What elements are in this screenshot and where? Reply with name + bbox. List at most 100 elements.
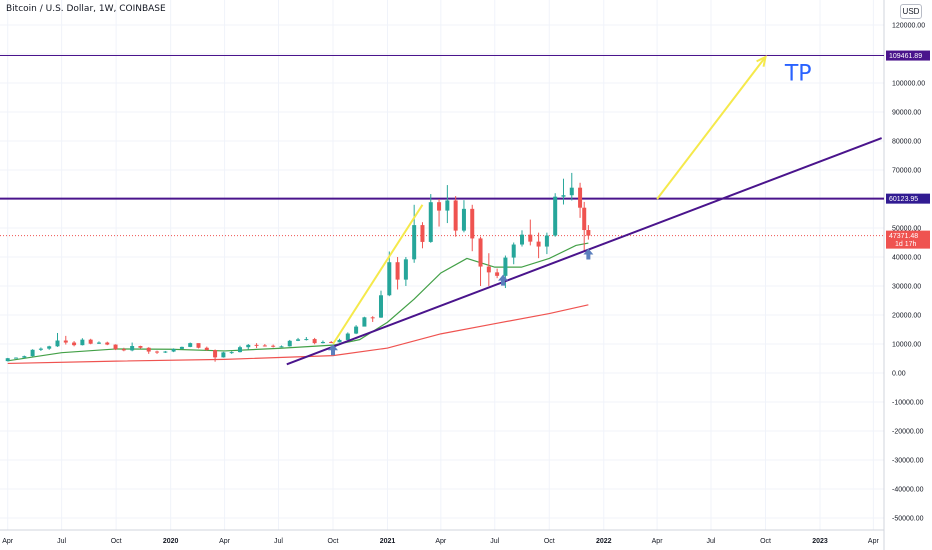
candle-body [403, 259, 408, 280]
candle-body [213, 350, 218, 358]
y-tick-label: 10000.00 [892, 342, 921, 349]
candle-body [470, 208, 475, 239]
candle [478, 236, 483, 286]
y-tick-label: 100000.00 [892, 81, 925, 88]
x-tick-label: 2022 [596, 538, 612, 545]
candle-body [262, 345, 267, 347]
candle [229, 351, 234, 354]
candle [569, 172, 574, 201]
candle-body [179, 346, 184, 349]
candle [246, 344, 251, 350]
candle-body [113, 344, 118, 350]
currency-button[interactable]: USD [900, 4, 922, 19]
candle [262, 344, 267, 347]
candle-body [553, 196, 558, 236]
candle [96, 341, 101, 344]
price-tag-label: 47371.48 [889, 233, 918, 240]
x-tick-label: Jul [707, 538, 716, 545]
candle [511, 242, 516, 265]
candle [5, 357, 10, 362]
projection-arrow-line [332, 204, 424, 345]
candle-body [312, 339, 317, 344]
candle-body [80, 339, 85, 346]
candle-body [246, 344, 251, 348]
candle [337, 338, 342, 343]
candle [296, 337, 301, 342]
candle [362, 316, 367, 327]
candle-body [121, 349, 126, 351]
candle [378, 290, 383, 318]
x-tick-label: Apr [435, 538, 447, 545]
candle [412, 204, 417, 263]
y-tick-label: 70000.00 [892, 168, 921, 175]
candle [420, 222, 425, 249]
candle-body [569, 187, 574, 196]
countdown-label: 1d 17h [895, 241, 917, 248]
candle [528, 219, 533, 246]
candle [237, 345, 242, 353]
candle [345, 332, 350, 341]
candle-body [196, 343, 201, 348]
x-tick-label: Apr [219, 538, 231, 545]
candle-body [420, 225, 425, 242]
candle [130, 342, 135, 352]
y-tick-label: -30000.00 [892, 458, 924, 465]
y-tick-label: 0.00 [892, 371, 906, 378]
candle [179, 346, 184, 350]
candle [329, 341, 334, 344]
candle [155, 350, 160, 354]
candle-body [14, 357, 19, 359]
candle [221, 351, 226, 358]
candle-body [63, 340, 68, 343]
candle-body [96, 342, 101, 344]
candle [80, 338, 85, 346]
y-tick-label: 30000.00 [892, 284, 921, 291]
candle [536, 232, 541, 259]
candle-body [428, 202, 433, 242]
candle-body [237, 347, 242, 353]
price-tag-label: 60123.95 [889, 196, 918, 203]
x-tick-label: Oct [111, 538, 122, 545]
candle-body [320, 341, 325, 344]
candle-body [22, 356, 27, 358]
candle-body [204, 347, 209, 351]
candle-body [271, 345, 276, 347]
y-tick-label: 80000.00 [892, 139, 921, 146]
x-tick-label: Jul [57, 538, 66, 545]
x-tick-label: 2020 [163, 538, 179, 545]
candle [138, 345, 143, 349]
candle [279, 345, 284, 348]
y-tick-label: -10000.00 [892, 400, 924, 407]
candle [403, 257, 408, 286]
candle-body [287, 340, 292, 347]
candle-body [55, 340, 60, 347]
x-tick-label: Jul [274, 538, 283, 545]
candle [544, 232, 549, 255]
candle [213, 349, 218, 362]
candle-body [461, 208, 466, 231]
x-tick-label: Apr [2, 538, 14, 545]
candle-body [578, 187, 583, 208]
y-tick-label: 50000.00 [892, 226, 921, 233]
candle [437, 199, 442, 227]
candle-body [582, 207, 587, 231]
candle-body [412, 225, 417, 260]
candle [320, 340, 325, 344]
candle [88, 338, 93, 345]
candle-body [478, 238, 483, 267]
candle [520, 230, 525, 247]
moving-average-red-line [7, 304, 589, 365]
candle [271, 344, 276, 348]
candle [495, 268, 500, 279]
candle-body [561, 195, 566, 197]
candle-body [5, 358, 10, 362]
candle [254, 343, 259, 349]
y-tick-label: 90000.00 [892, 110, 921, 117]
price-tag-label: 109461.89 [889, 53, 922, 60]
candle-body [171, 348, 176, 352]
candle-body [279, 346, 284, 348]
candle-body [88, 339, 93, 344]
candle-body [437, 202, 442, 211]
candle [204, 346, 209, 351]
